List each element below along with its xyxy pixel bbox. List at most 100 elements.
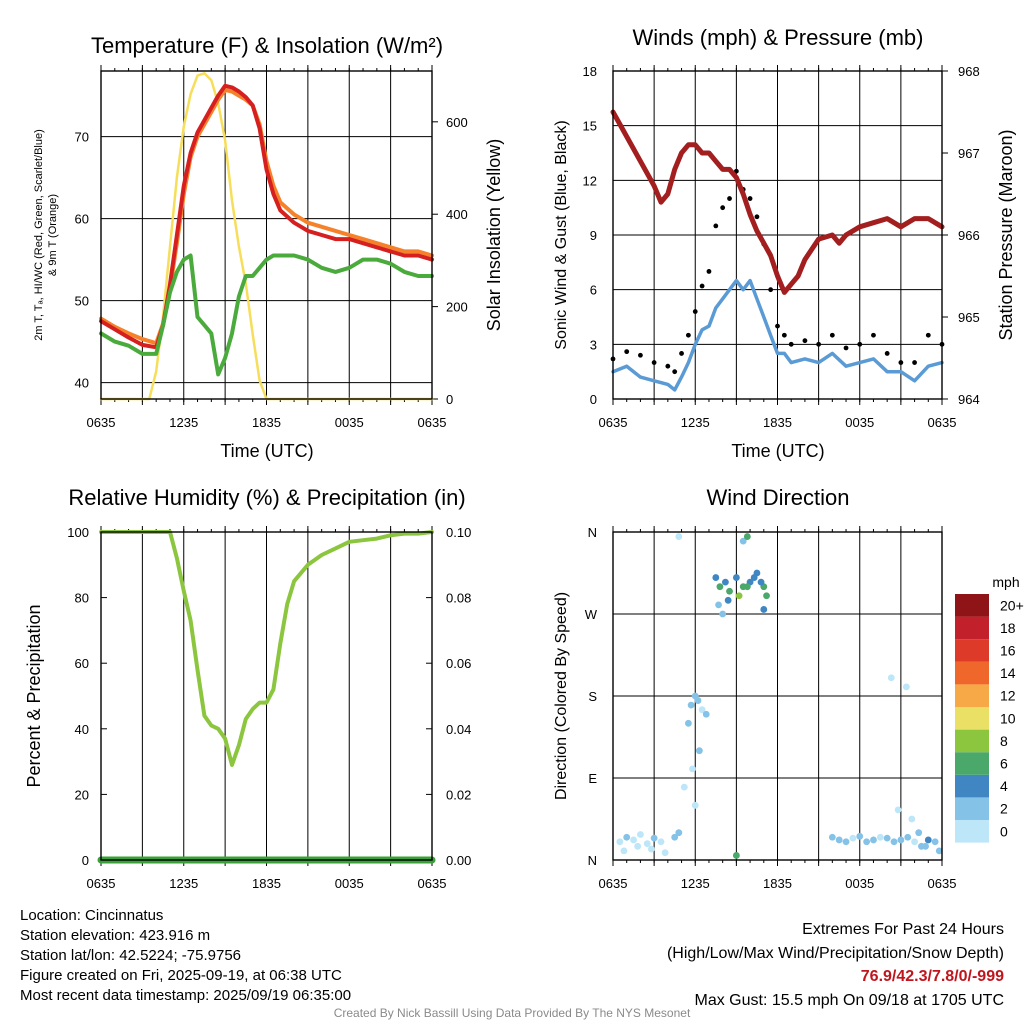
winds-gust-point xyxy=(857,341,863,347)
winds-gust-point xyxy=(768,287,774,293)
temp-series-line xyxy=(99,253,434,377)
temp-xtick-label: 1835 xyxy=(252,415,281,430)
rh-ytick-label-right: 0.10 xyxy=(446,525,471,540)
wdir-point xyxy=(675,533,683,540)
winds-sonic-wind-line xyxy=(611,278,944,392)
colorbar-swatch xyxy=(955,639,989,662)
winds-ytick-label-right: 966 xyxy=(958,228,980,243)
location-text: Location: Cincinnatus xyxy=(20,907,164,924)
winds-gust-point xyxy=(672,369,678,375)
wdir-point xyxy=(887,674,895,682)
temp-ylabel-left: 2m T, Tₐ, HI/WC (Red, Green, Scarlet/Blu… xyxy=(33,129,45,341)
rh-ytick-label-right: 0.06 xyxy=(446,656,471,671)
colorbar-swatch xyxy=(955,594,989,617)
wdir-point xyxy=(680,783,688,791)
max-gust-text: Max Gust: 15.5 mph On 09/18 at 1705 UTC xyxy=(694,991,1005,1009)
wdir-point xyxy=(876,833,884,841)
wdir-point xyxy=(643,840,651,847)
wdir-point xyxy=(828,833,836,841)
wdir-point xyxy=(661,849,669,857)
wdir-point xyxy=(931,838,939,846)
wdir-point xyxy=(675,829,683,837)
colorbar-label: 20+ xyxy=(1000,597,1024,613)
temp-xtick-label: 0635 xyxy=(418,415,447,430)
wdir-point xyxy=(743,583,751,591)
winds-gust-point xyxy=(843,345,849,351)
wdir-point xyxy=(922,842,929,850)
winds-gust-point xyxy=(685,332,691,338)
winds-ytick-label-right: 968 xyxy=(958,64,980,79)
winds-title: Winds (mph) & Pressure (mb) xyxy=(633,25,924,50)
colorbar-swatch xyxy=(955,752,989,775)
winds-gust-point xyxy=(884,351,890,356)
rh-border xyxy=(100,531,433,861)
wdir-point xyxy=(691,801,699,809)
winds-gust-point xyxy=(727,196,732,201)
wdir-point xyxy=(743,533,751,540)
winds-border xyxy=(612,70,943,400)
winds-gust-point xyxy=(720,205,726,211)
rh-ytick-label-left: 20 xyxy=(75,787,89,802)
rh-xtick-label: 0635 xyxy=(418,876,447,891)
winds-pressure-line xyxy=(610,109,945,295)
winds-ytick-label-left: 12 xyxy=(583,173,597,188)
wdir-point xyxy=(750,574,758,581)
wdir-point xyxy=(842,838,850,846)
winds-gust-point xyxy=(898,360,904,365)
wdir-point xyxy=(698,706,706,714)
temp-ytick-label-left: 40 xyxy=(75,376,89,391)
rh-ytick-label-left: 60 xyxy=(75,656,89,671)
winds-gust-point xyxy=(713,223,719,229)
colorbar-label: 4 xyxy=(1000,778,1008,794)
wdir-point xyxy=(716,583,724,591)
winds-gust-point xyxy=(816,341,822,347)
temp-ytick-label-right: 400 xyxy=(446,207,468,222)
wdir-point xyxy=(637,831,644,838)
wdir-point xyxy=(647,845,655,853)
wdir-ytick-label: N xyxy=(588,853,597,868)
rh-xtick-label: 0635 xyxy=(87,876,116,891)
winds-ytick-label-left: 15 xyxy=(583,119,597,134)
temp-ytick-label-right: 200 xyxy=(446,300,468,315)
rh-ytick-label-left: 0 xyxy=(82,853,89,868)
winds-gust-point xyxy=(692,309,698,314)
winds-ytick-label-left: 3 xyxy=(590,337,597,352)
rh-ytick-label-left: 100 xyxy=(67,525,89,540)
temp-ytick-label-right: 600 xyxy=(446,115,468,130)
winds-gust-point xyxy=(706,269,712,274)
rh-ytick-label-left: 80 xyxy=(75,591,89,606)
winds-ytick-label-left: 9 xyxy=(590,228,597,243)
wdir-point xyxy=(702,710,710,718)
wdir-point xyxy=(715,601,722,609)
winds-gust-point xyxy=(912,360,917,365)
colorbar-label: 10 xyxy=(1000,710,1016,726)
temp-ylabel-right: Solar Insolation (Yellow) xyxy=(484,139,504,331)
wdir-point xyxy=(870,836,877,844)
winds-ytick-label-left: 18 xyxy=(583,64,597,79)
extremes-title: Extremes For Past 24 Hours xyxy=(802,921,1004,938)
wdir-point xyxy=(915,829,923,837)
wdir-point xyxy=(726,587,733,595)
wdir-point xyxy=(897,836,905,844)
winds-gust-point xyxy=(829,332,835,338)
wdir-point xyxy=(620,847,628,855)
wdir-border xyxy=(612,531,943,861)
wdir-point xyxy=(650,834,658,842)
wdir-point xyxy=(694,697,702,704)
wdir-ylabel-left: Direction (Colored By Speed) xyxy=(553,592,570,800)
created-text: Figure created on Fri, 2025-09-19, at 06… xyxy=(20,967,342,984)
extremes-subtitle: (High/Low/Max Wind/Precipitation/Snow De… xyxy=(666,944,1004,962)
winds-ytick-label-right: 967 xyxy=(958,146,980,161)
colorbar-swatch xyxy=(955,729,989,753)
wdir-point xyxy=(904,833,912,841)
credit-line: Created By Nick Bassill Using Data Provi… xyxy=(333,1006,691,1020)
wdir-point xyxy=(757,578,765,586)
temp-ytick-label-left: 60 xyxy=(75,212,89,227)
winds-gust-point xyxy=(788,341,794,347)
colorbar-label: 16 xyxy=(1000,643,1016,659)
wdir-point xyxy=(924,836,932,844)
winds-ytick-label-left: 6 xyxy=(590,283,597,298)
colorbar-label: 14 xyxy=(1000,665,1016,681)
winds-gust-point xyxy=(802,338,808,344)
